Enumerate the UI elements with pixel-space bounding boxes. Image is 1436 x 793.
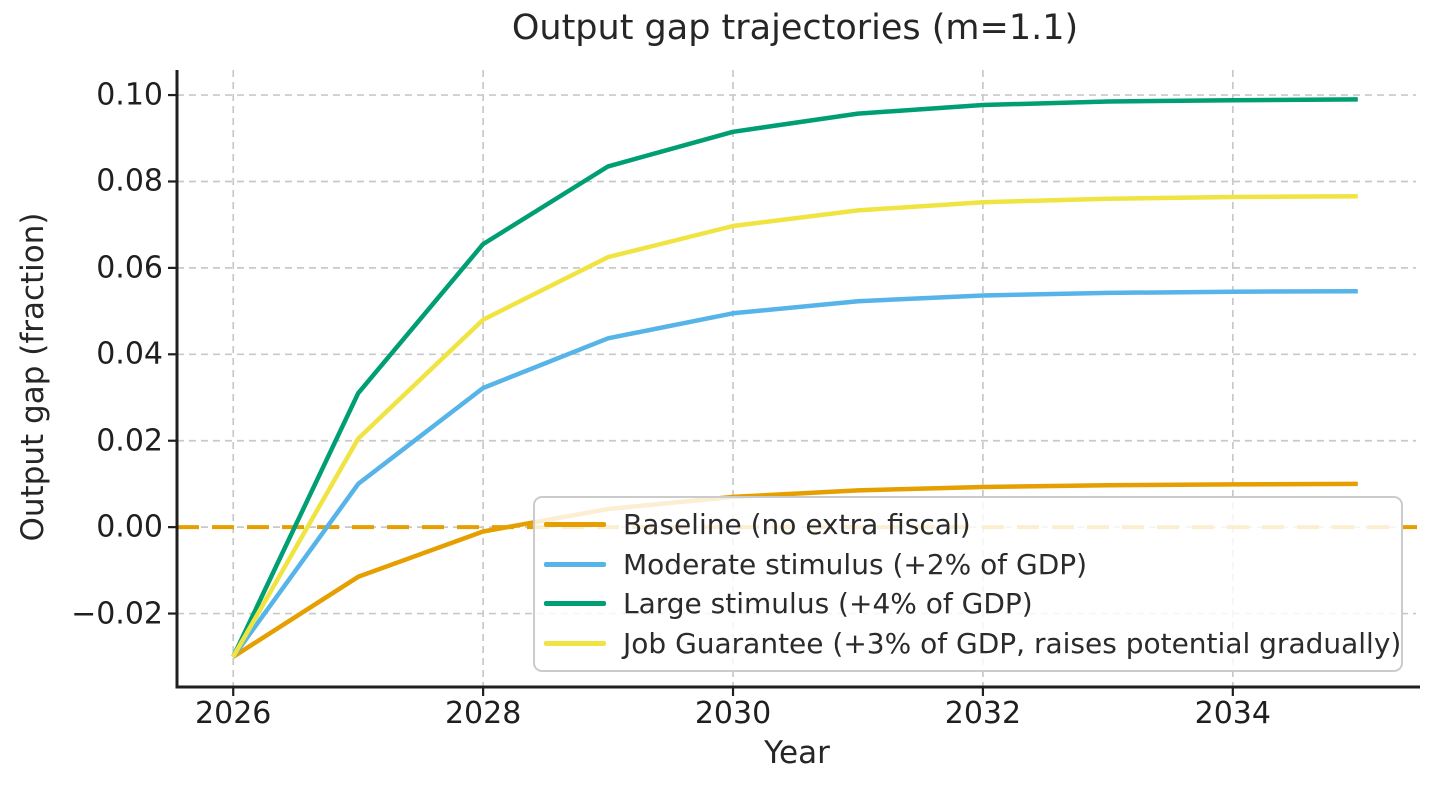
- y-tick-label: 0.10: [96, 77, 163, 113]
- x-tick-label: 2028: [444, 696, 522, 731]
- x-tick-label: 2030: [694, 696, 772, 731]
- y-tick-label: 0.06: [96, 250, 163, 286]
- x-tick-label: 2032: [944, 696, 1022, 731]
- legend-label: Large stimulus (+4% of GDP): [623, 587, 1033, 621]
- y-tick-label: −0.02: [71, 596, 163, 632]
- y-tick-label: 0.00: [96, 509, 163, 545]
- large-stimulus-line-swatch: [544, 601, 606, 607]
- legend: Baseline (no extra fiscal) Moderate stim…: [533, 496, 1403, 672]
- legend-label: Job Guarantee (+3% of GDP, raises potent…: [623, 626, 1402, 660]
- job-guarantee-line-swatch: [544, 640, 606, 646]
- series-line-0: [231, 481, 1358, 659]
- y-tick-label: 0.08: [96, 163, 163, 199]
- series-line-2: [231, 97, 1358, 658]
- moderate-stimulus-line-swatch: [544, 561, 606, 567]
- legend-entry-moderate-stimulus: Moderate stimulus (+2% of GDP): [544, 548, 1391, 581]
- chart-title: Output gap trajectories (m=1.1): [511, 8, 1079, 48]
- x-axis-label: Year: [764, 735, 830, 771]
- series-line-3: [231, 193, 1358, 658]
- legend-entry-job-guarantee: Job Guarantee (+3% of GDP, raises potent…: [544, 627, 1401, 660]
- y-axis-label: Output gap (fraction): [15, 212, 51, 542]
- legend-label: Baseline (no extra fiscal): [623, 508, 971, 542]
- x-tick-label: 2034: [1194, 696, 1271, 731]
- legend-entry-large-stimulus: Large stimulus (+4% of GDP): [544, 587, 1391, 620]
- y-tick-label: 0.02: [96, 423, 163, 459]
- x-tick-label: 2026: [195, 696, 272, 731]
- legend-label: Moderate stimulus (+2% of GDP): [623, 547, 1088, 581]
- y-tick-label: 0.04: [96, 336, 163, 372]
- series-line-1: [231, 288, 1358, 659]
- legend-entry-baseline: Baseline (no extra fiscal): [544, 508, 1391, 541]
- baseline-line-swatch: [544, 522, 606, 528]
